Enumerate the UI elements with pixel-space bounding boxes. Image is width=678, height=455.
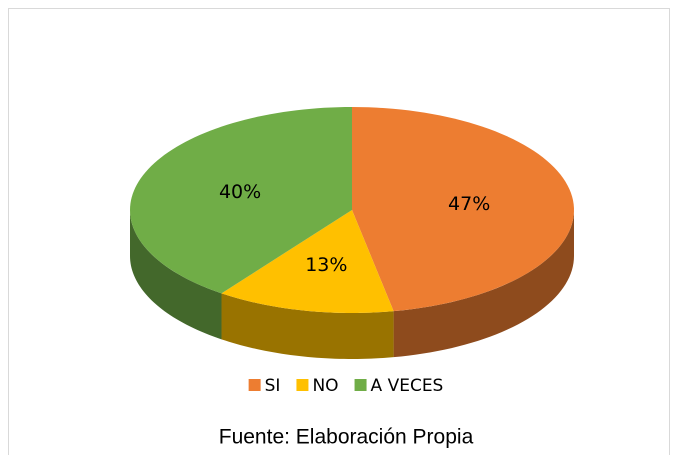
pie-side — [130, 210, 222, 340]
legend-swatch — [354, 379, 367, 391]
pie-slice — [130, 107, 352, 294]
legend-swatch — [296, 379, 309, 391]
legend-label: SI — [265, 376, 281, 396]
pie-side — [221, 293, 394, 359]
pie-slice — [352, 107, 574, 312]
legend-label: NO — [312, 376, 338, 396]
data-label: 13% — [305, 254, 347, 276]
legend-label: A VECES — [371, 376, 444, 396]
pie-side — [393, 210, 574, 358]
legend-swatch — [248, 379, 261, 391]
data-label: 47% — [448, 193, 490, 215]
pie-slice — [221, 210, 394, 313]
data-label: 40% — [219, 181, 261, 203]
source-note: Fuente: Elaboración Propia — [219, 426, 474, 449]
